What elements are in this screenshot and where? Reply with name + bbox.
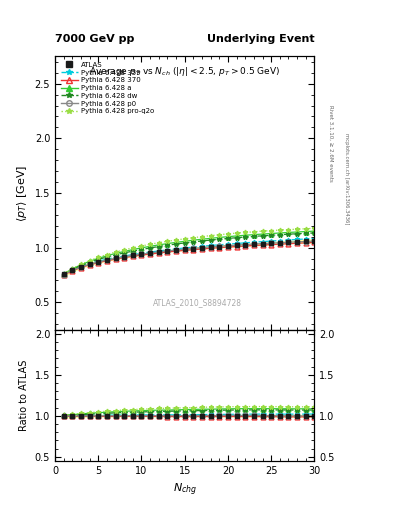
X-axis label: $N_{chg}$: $N_{chg}$ <box>173 481 197 498</box>
Text: Underlying Event: Underlying Event <box>207 33 314 44</box>
Text: 7000 GeV pp: 7000 GeV pp <box>55 33 134 44</box>
Legend: ATLAS, Pythia 6.428 359, Pythia 6.428 370, Pythia 6.428 a, Pythia 6.428 dw, Pyth: ATLAS, Pythia 6.428 359, Pythia 6.428 37… <box>59 60 156 116</box>
Y-axis label: Ratio to ATLAS: Ratio to ATLAS <box>19 359 29 431</box>
Text: mcplots.cern.ch [arXiv:1306.3436]: mcplots.cern.ch [arXiv:1306.3436] <box>344 134 349 225</box>
Y-axis label: $\langle p_T \rangle$ [GeV]: $\langle p_T \rangle$ [GeV] <box>15 164 29 222</box>
Text: ATLAS_2010_S8894728: ATLAS_2010_S8894728 <box>153 298 242 307</box>
Text: Average $p_T$ vs $N_{ch}$ ($|\eta| < 2.5$, $p_T > 0.5$ GeV): Average $p_T$ vs $N_{ch}$ ($|\eta| < 2.5… <box>89 65 280 77</box>
Text: Rivet 3.1.10, ≥ 2.6M events: Rivet 3.1.10, ≥ 2.6M events <box>328 105 333 182</box>
